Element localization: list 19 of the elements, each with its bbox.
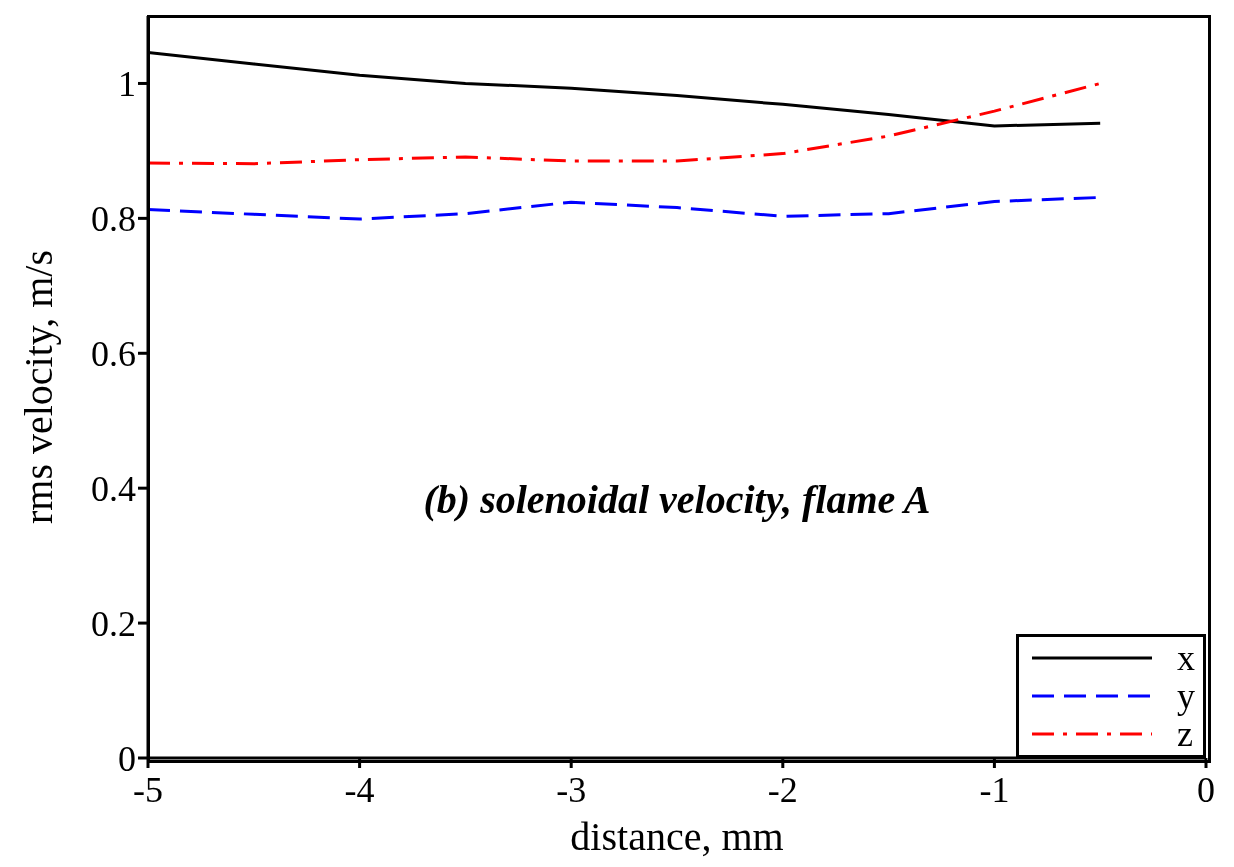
y-tick-label: 0 [118,738,136,779]
y-tick-label: 0.8 [91,199,136,240]
legend-label: x [1177,638,1195,678]
annotation: (b) solenoidal velocity, flame A [422,476,932,524]
line-series [148,81,1102,166]
x-tick-label: -4 [344,769,375,810]
x-tick-label: 0 [1197,769,1215,810]
x-tick-label: -2 [767,769,798,810]
x-tick-label: -1 [979,769,1010,810]
line-series [148,50,1102,128]
y-tick-label: 0.2 [91,603,136,644]
x-tick-label: -3 [556,769,587,810]
y-axis-title: rms velocity, m/s [16,249,62,525]
y-tick-label: 0.6 [91,334,136,375]
y-tick-label: 1 [118,64,136,105]
y-tick-label: 0.4 [91,468,136,509]
x-tick-label: -5 [133,769,163,810]
x-axis-title: distance, mm [570,814,784,859]
legend-label: y [1177,676,1195,716]
